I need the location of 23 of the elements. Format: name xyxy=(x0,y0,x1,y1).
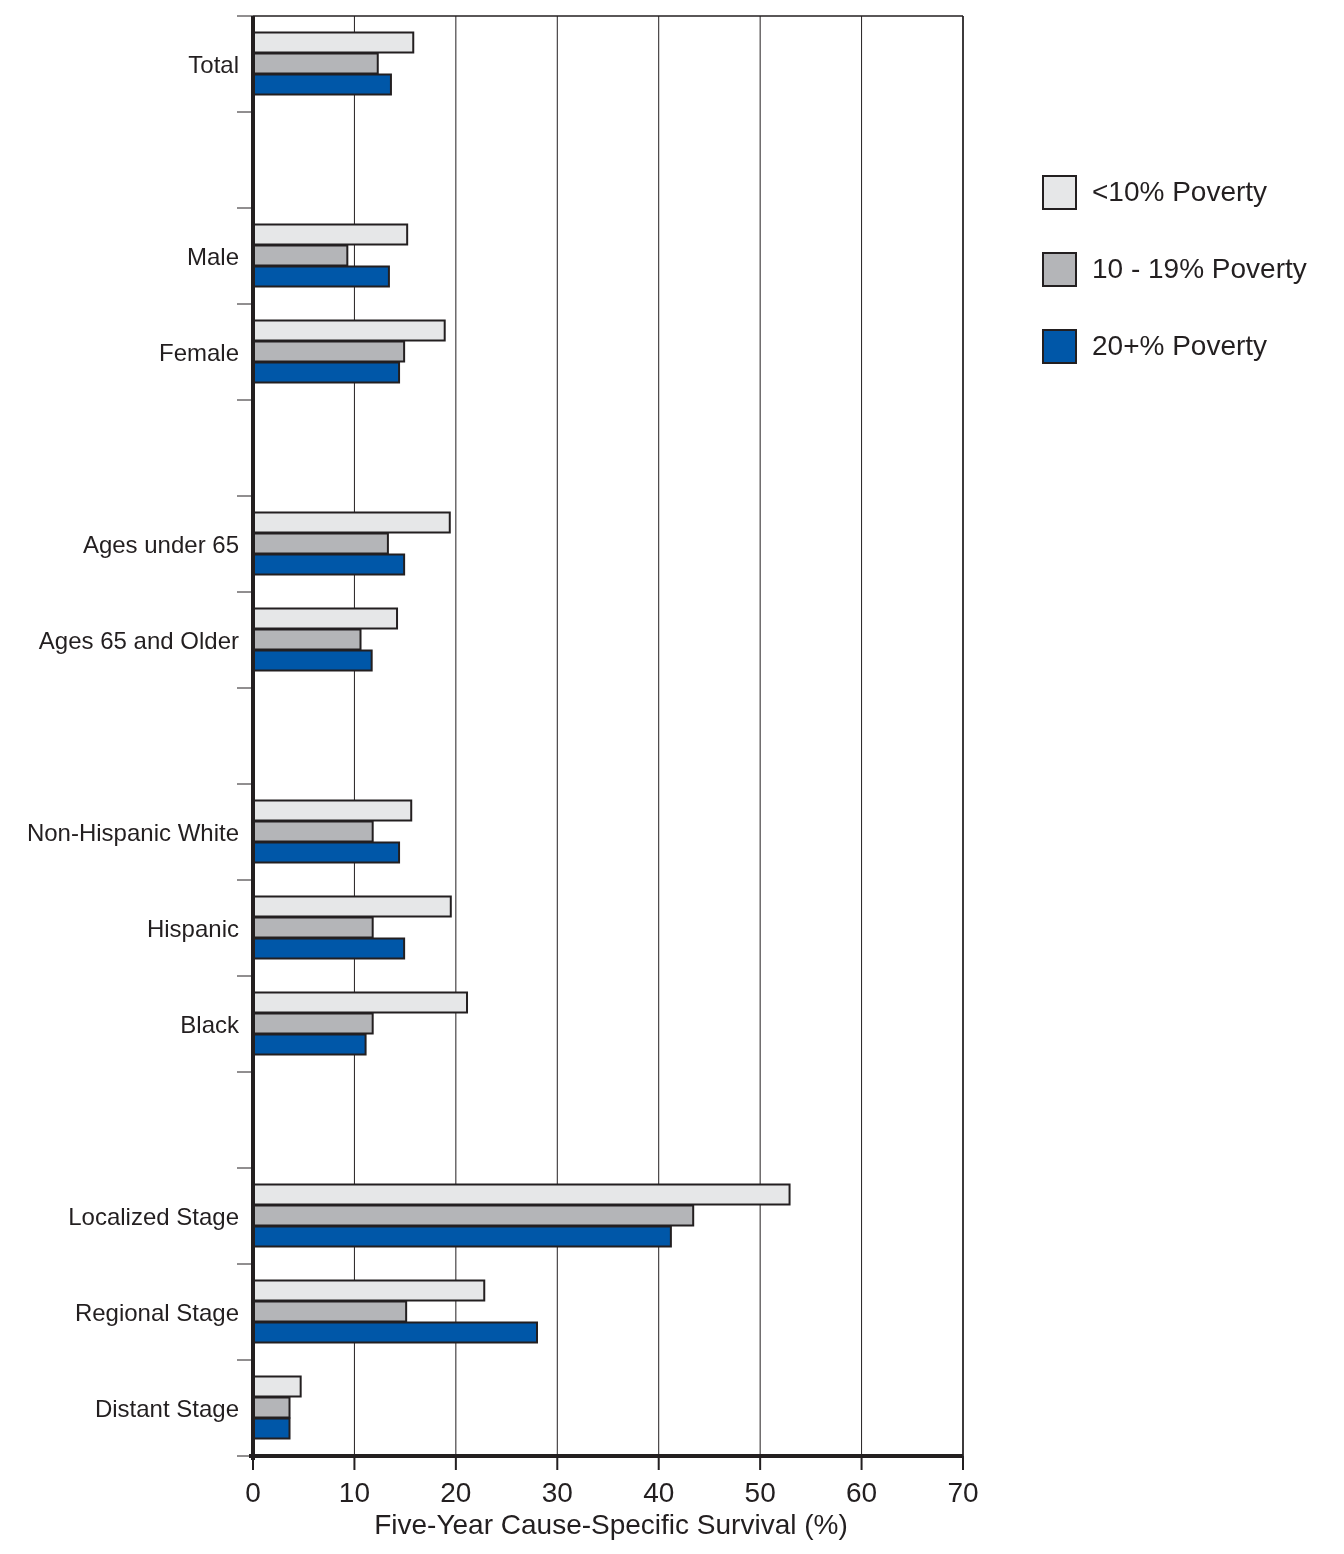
x-tick-label: 20 xyxy=(440,1477,472,1508)
legend-label: 10 - 19% Poverty xyxy=(1092,253,1307,284)
x-tick-label: 70 xyxy=(947,1477,979,1508)
y-tick-label: Total xyxy=(188,51,239,78)
y-tick-label: Female xyxy=(158,339,239,366)
x-tick-label: 30 xyxy=(541,1477,573,1508)
x-tick-label: 40 xyxy=(643,1477,675,1508)
x-tick-label: 10 xyxy=(338,1477,371,1508)
x-tick-label: 50 xyxy=(744,1477,776,1508)
y-tick-label: Hispanic xyxy=(146,915,239,942)
y-tick-label: Black xyxy=(180,1011,240,1038)
x-tick-label: 0 xyxy=(245,1477,261,1508)
x-axis-title: Five-Year Cause-Specific Survival (%) xyxy=(374,1509,848,1540)
y-tick-label: Ages under 65 xyxy=(82,531,239,558)
legend-label: <10% Poverty xyxy=(1092,176,1268,207)
y-tick-label: Localized Stage xyxy=(68,1203,239,1230)
y-tick-label: Male xyxy=(186,243,239,270)
legend-label: 20+% Poverty xyxy=(1092,330,1268,361)
y-tick-label: Ages 65 and Older xyxy=(38,627,239,654)
y-tick-label: Regional Stage xyxy=(74,1299,239,1326)
y-tick-label: Distant Stage xyxy=(94,1395,239,1422)
y-tick-label: Non-Hispanic White xyxy=(26,819,239,846)
x-tick-label: 60 xyxy=(845,1477,878,1508)
